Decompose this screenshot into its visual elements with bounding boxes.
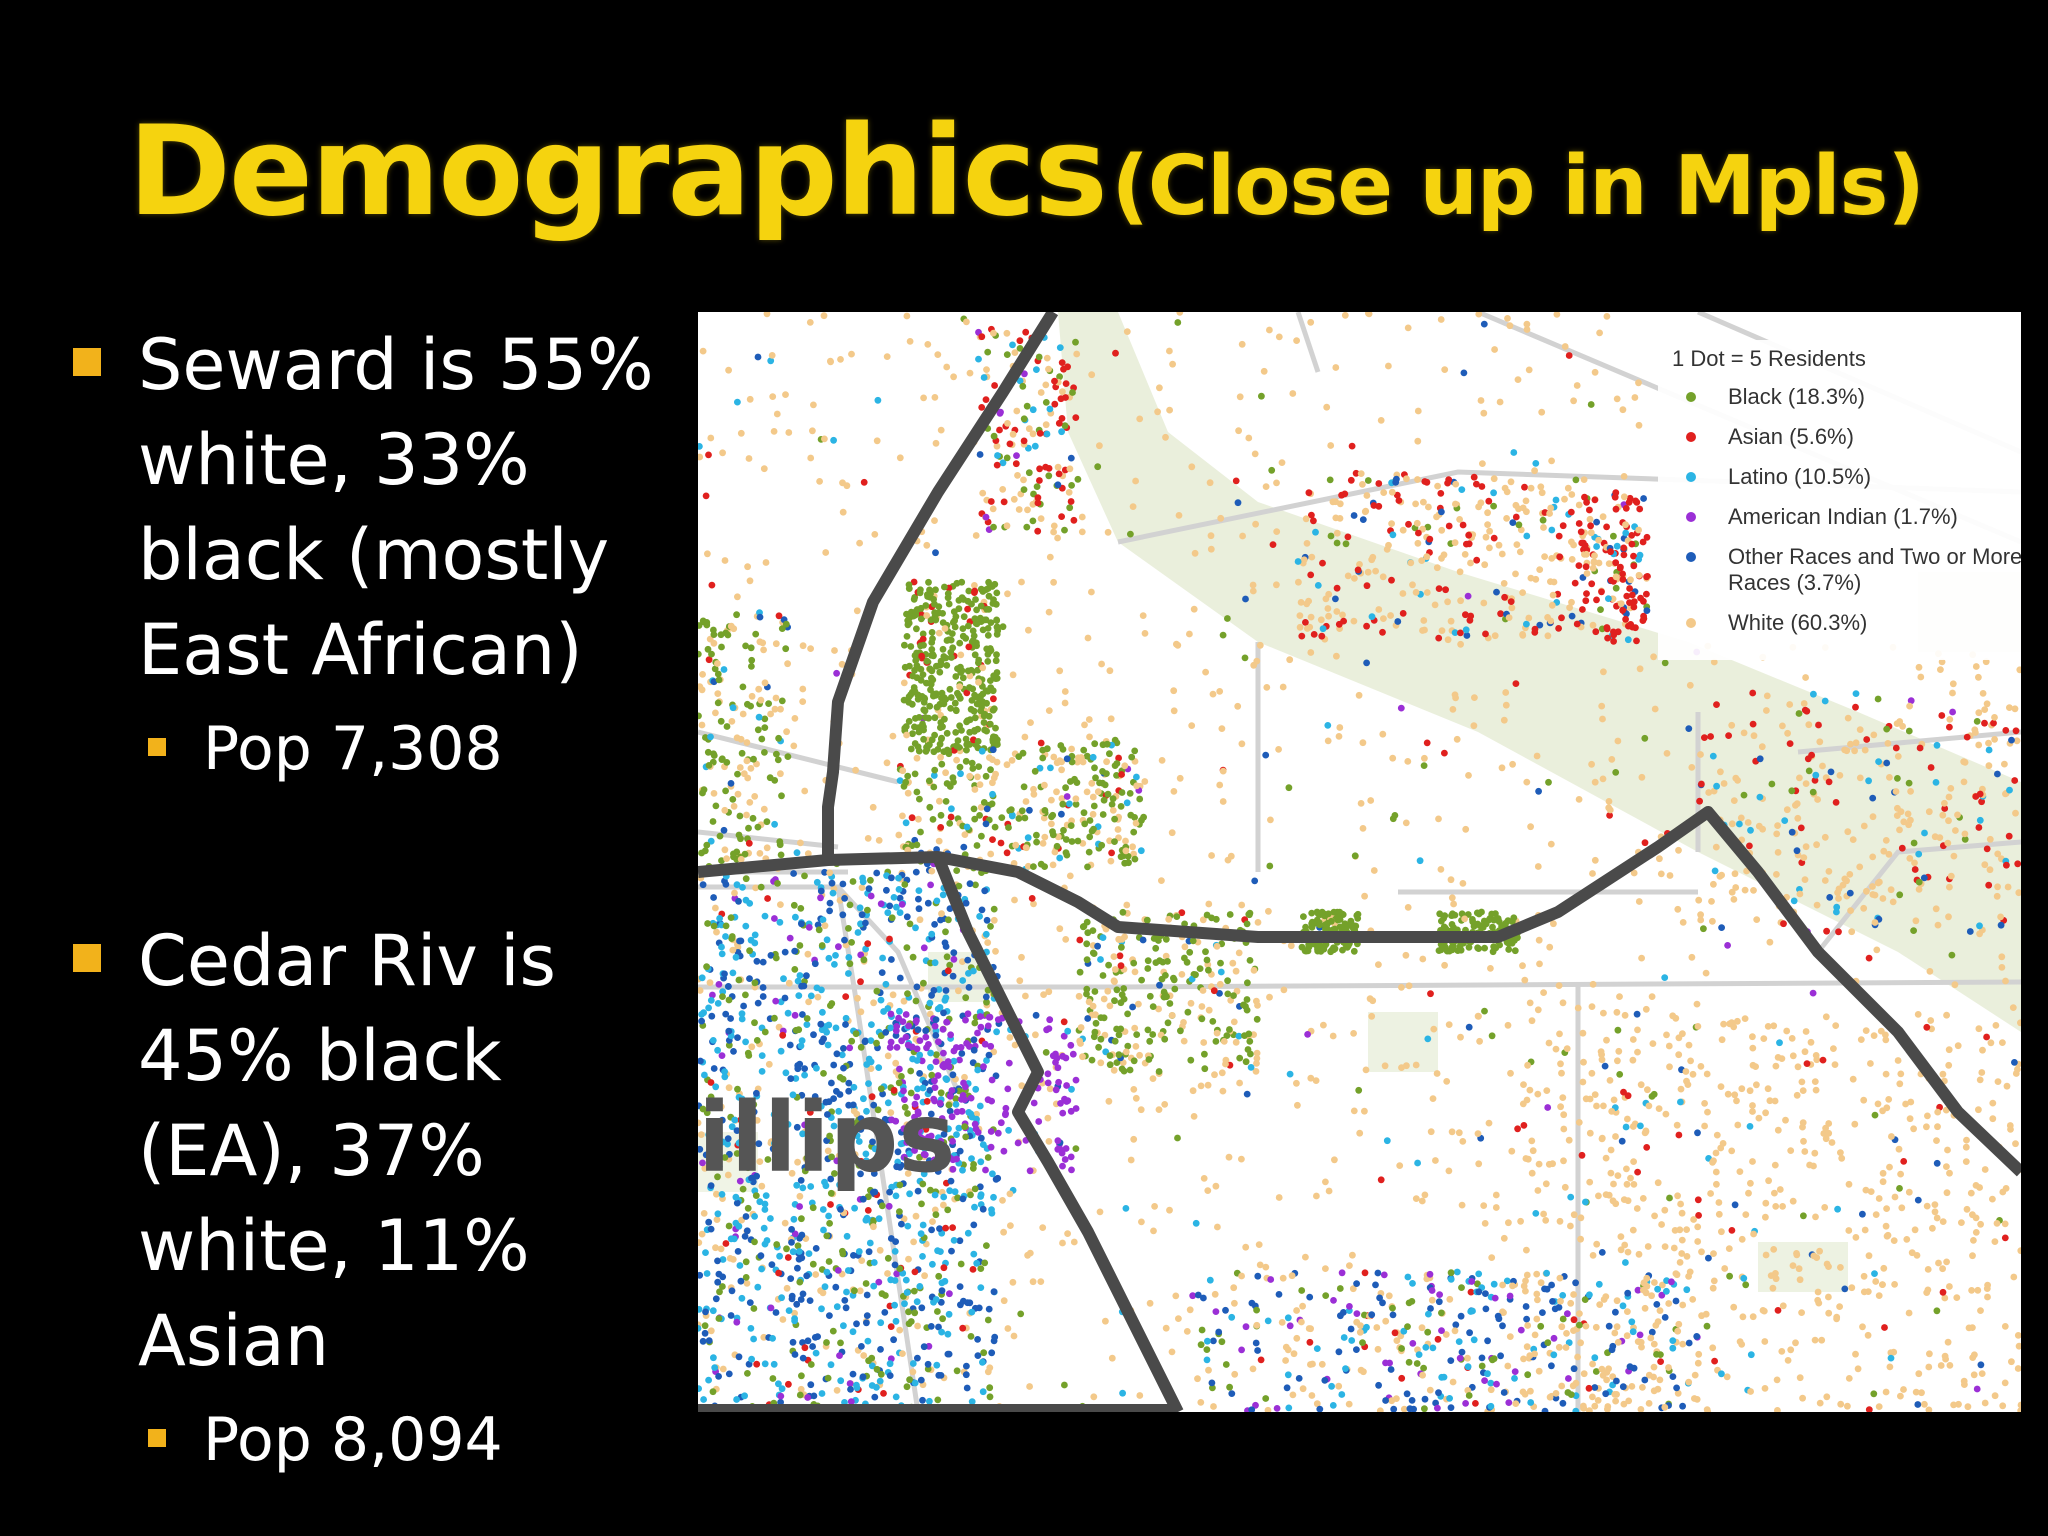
bullet-line: Asian (138, 1300, 330, 1382)
legend-dot-icon (1686, 512, 1696, 522)
dot-density-map: illips 1 Dot = 5 Residents Black (18.3%)… (698, 312, 2021, 1412)
map-legend: 1 Dot = 5 Residents Black (18.3%) Asian … (1658, 340, 2021, 660)
legend-dot-icon (1686, 618, 1696, 628)
map-neighborhood-label: illips (698, 1082, 956, 1194)
legend-dot-icon (1686, 432, 1696, 442)
bullet-list: Seward is 55% white, 33% black (mostly E… (68, 318, 688, 1485)
legend-item-white: White (60.3%) (1672, 610, 2021, 636)
legend-item-black: Black (18.3%) (1672, 384, 2021, 410)
legend-label: Black (18.3%) (1728, 384, 1865, 409)
legend-label: Other Races and Two or More Races (3.7%) (1728, 544, 2021, 595)
map-canvas (698, 312, 2021, 1412)
bullet-line: East African) (138, 609, 583, 691)
sub-bullet-text: Pop 8,094 (203, 1405, 503, 1475)
slide-title: Demographics (Close up in Mpls) (128, 100, 1948, 270)
bullet-line: Seward is 55% (138, 324, 654, 406)
sub-bullet-seward-pop: Pop 7,308 (68, 704, 688, 794)
legend-item-asian: Asian (5.6%) (1672, 424, 2021, 450)
legend-item-american-indian: American Indian (1.7%) (1672, 504, 2021, 530)
sub-bullet-cedar-pop: Pop 8,094 (68, 1395, 688, 1485)
bullet-cedar-riverside: Cedar Riv is 45% black (EA), 37% white, … (68, 914, 688, 1389)
legend-item-latino: Latino (10.5%) (1672, 464, 2021, 490)
bullet-line: black (mostly (138, 514, 610, 596)
square-bullet-icon (148, 1429, 166, 1447)
legend-dot-icon (1686, 472, 1696, 482)
legend-title: 1 Dot = 5 Residents (1672, 346, 1866, 371)
bullet-seward: Seward is 55% white, 33% black (mostly E… (68, 318, 688, 698)
neighborhood-boundaries (698, 312, 2021, 1412)
bullet-line: Cedar Riv is (138, 920, 556, 1002)
legend-label: White (60.3%) (1728, 610, 1868, 635)
title-subtitle: (Close up in Mpls) (1111, 139, 1924, 234)
square-bullet-icon (73, 944, 101, 972)
legend-dot-icon (1686, 392, 1696, 402)
title-main: Demographics (128, 100, 1108, 244)
sub-bullet-text: Pop 7,308 (203, 714, 503, 784)
square-bullet-icon (148, 738, 166, 756)
legend-label: American Indian (1.7%) (1728, 504, 1958, 529)
legend-label: Latino (10.5%) (1728, 464, 1872, 489)
bullet-line: 45% black (138, 1015, 502, 1097)
square-bullet-icon (73, 348, 101, 376)
legend-dot-icon (1686, 552, 1696, 562)
legend-label: Asian (5.6%) (1728, 424, 1854, 449)
bullet-line: (EA), 37% (138, 1110, 485, 1192)
bullet-line: white, 11% (138, 1205, 530, 1287)
legend-item-other-races: Other Races and Two or More Races (3.7%) (1672, 544, 2021, 596)
population-dots (698, 312, 2021, 1412)
bullet-line: white, 33% (138, 419, 530, 501)
